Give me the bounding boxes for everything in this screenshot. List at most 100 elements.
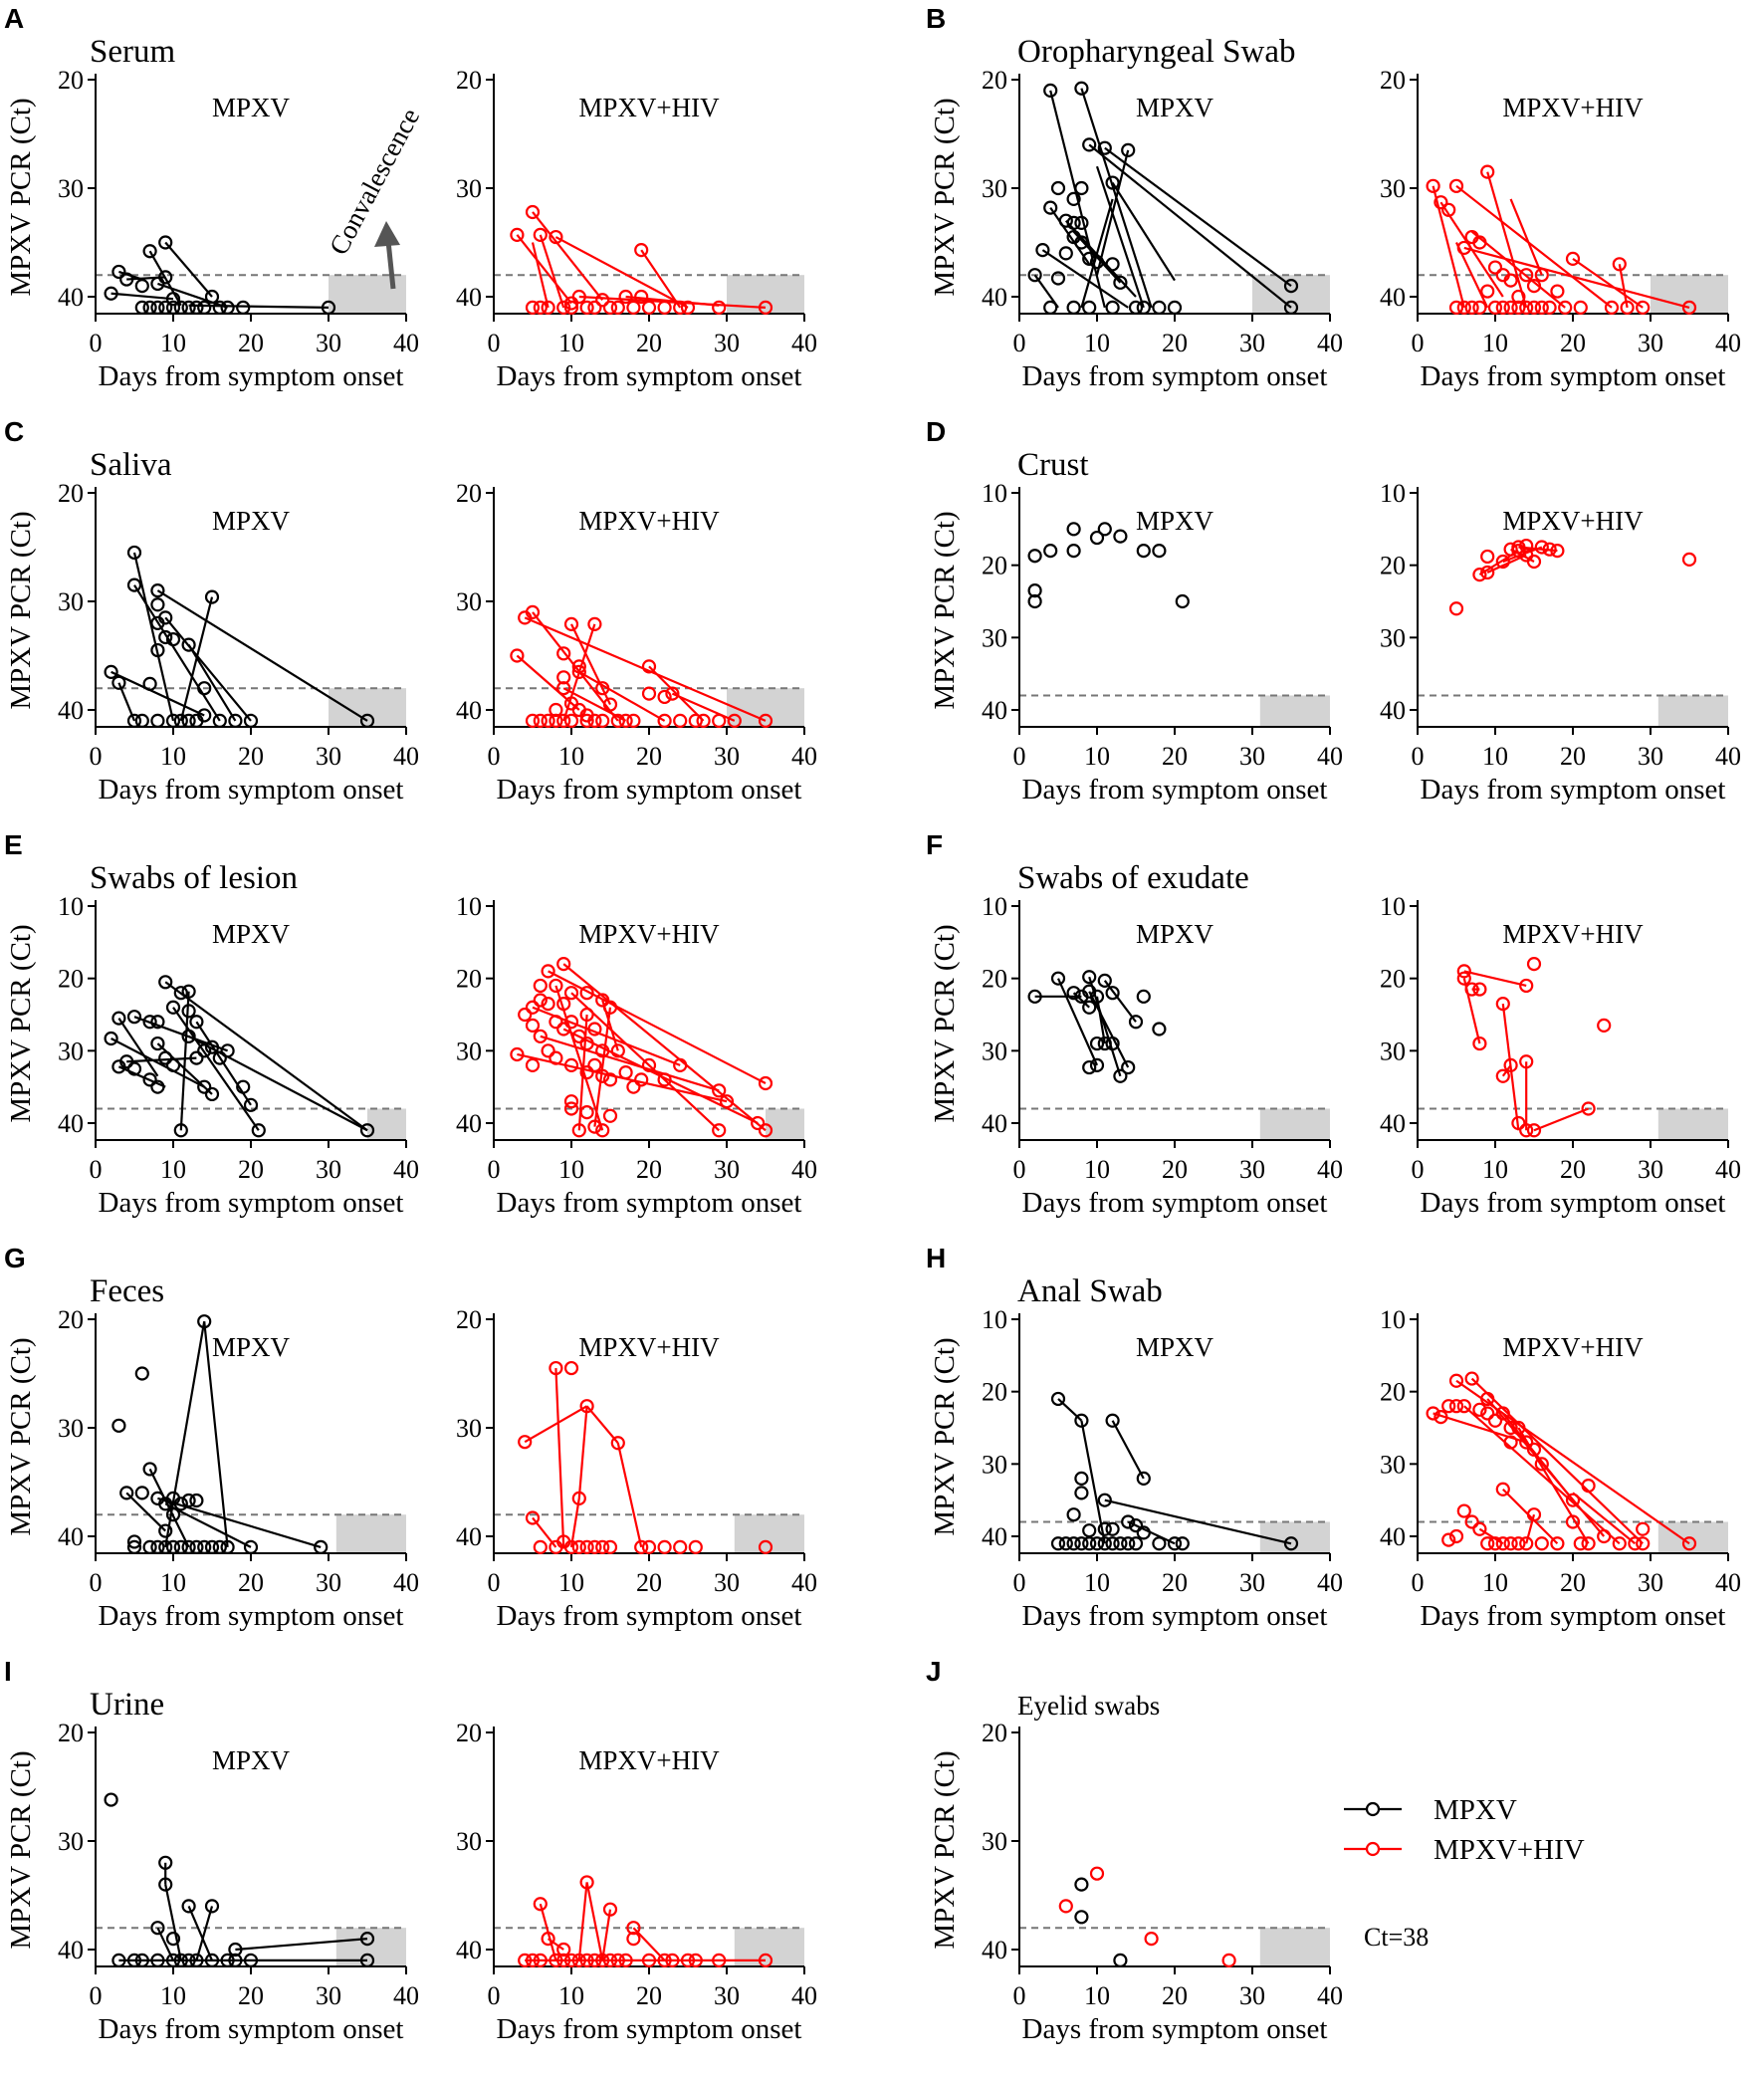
x-axis-label: Days from symptom onset (99, 774, 404, 806)
x-axis-label: Days from symptom onset (497, 2013, 802, 2045)
data-point (1089, 1866, 1105, 1881)
data-point (1487, 260, 1503, 275)
data-point (134, 1486, 149, 1500)
y-tick-label: 30 (456, 1414, 482, 1443)
x-tick-label: 10 (160, 742, 186, 771)
y-tick-label: 30 (982, 623, 1007, 652)
data-point (1066, 1536, 1081, 1551)
data-point (1495, 554, 1510, 570)
series-line (125, 1492, 166, 1532)
y-tick-label: 40 (982, 1936, 1007, 1964)
data-point (243, 1539, 259, 1555)
group-label: MPXV+HIV (578, 93, 720, 122)
x-tick-label: 0 (1013, 1981, 1026, 2010)
data-point (533, 993, 548, 1008)
series-line (1572, 1492, 1637, 1545)
data-point (1441, 1532, 1456, 1547)
data-point (158, 975, 173, 990)
data-point (1050, 1536, 1066, 1551)
data-point (673, 300, 688, 315)
series-line (585, 1882, 604, 1961)
x-tick-label: 20 (238, 1981, 264, 2010)
data-point (1121, 1059, 1136, 1075)
data-point (712, 1953, 727, 1968)
data-point (1511, 289, 1526, 305)
data-point (173, 713, 188, 729)
data-point (1066, 522, 1081, 537)
data-point (181, 637, 196, 652)
data-point (618, 1065, 633, 1080)
y-tick-label: 40 (58, 696, 84, 725)
data-point (1448, 1373, 1464, 1388)
y-tick-label: 40 (982, 696, 1007, 725)
series-line (1111, 181, 1176, 282)
data-point (1480, 1391, 1495, 1407)
data-point (563, 1360, 579, 1376)
data-point (1581, 1536, 1596, 1551)
data-point (150, 713, 165, 729)
x-axis-label: Days from symptom onset (497, 1600, 802, 1632)
data-point (1519, 1536, 1534, 1551)
convalescence-region (367, 1108, 406, 1140)
data-point (1526, 554, 1542, 570)
data-point (533, 227, 548, 242)
x-tick-label: 30 (1638, 742, 1663, 771)
x-tick-label: 40 (1715, 1568, 1741, 1597)
series-line (540, 1035, 720, 1092)
data-point (549, 1015, 563, 1030)
x-tick-label: 30 (714, 1568, 740, 1597)
data-point (1503, 300, 1518, 315)
data-point (1066, 986, 1081, 1001)
y-axis-label: MPXV PCR (Ct) (5, 1337, 37, 1535)
data-point (142, 1015, 157, 1030)
data-point (111, 1011, 126, 1026)
data-point (1152, 300, 1167, 315)
data-point (579, 1036, 594, 1051)
data-point (1534, 1536, 1549, 1551)
y-tick-label: 20 (982, 66, 1007, 95)
panel-letter: G (4, 1243, 26, 1273)
data-point (1472, 1036, 1487, 1051)
y-tick-label: 40 (58, 1936, 84, 1964)
data-point (563, 300, 579, 315)
data-point (1472, 1521, 1487, 1536)
data-point (587, 1119, 602, 1134)
data-point (126, 1061, 142, 1076)
x-tick-label: 20 (636, 329, 662, 357)
data-point (518, 610, 533, 625)
series-line (172, 1007, 260, 1131)
data-point (1128, 1536, 1144, 1551)
data-point (1105, 986, 1120, 1001)
y-tick-label: 40 (1380, 283, 1406, 312)
data-point (1167, 1536, 1183, 1551)
convalescence-region (1651, 275, 1728, 314)
data-point (525, 204, 541, 220)
data-point (1526, 1442, 1542, 1457)
data-point (181, 1004, 196, 1019)
data-point (1066, 544, 1081, 559)
data-point (204, 289, 220, 305)
data-point (1121, 1514, 1136, 1529)
data-point (579, 1953, 594, 1968)
data-point (1526, 1507, 1542, 1522)
data-point (595, 1043, 610, 1058)
group-label: MPXV+HIV (1502, 919, 1644, 949)
x-tick-label: 40 (791, 1155, 817, 1184)
y-axis-label: MPXV PCR (Ct) (929, 1337, 961, 1535)
y-tick-label: 30 (456, 1827, 482, 1856)
x-tick-label: 0 (488, 1568, 501, 1597)
convalescence-region (727, 275, 804, 314)
y-tick-label: 30 (982, 1037, 1007, 1065)
legend-label: MPXV (1433, 1794, 1517, 1826)
data-point (142, 244, 157, 259)
data-point (712, 1083, 727, 1098)
data-point (173, 1497, 188, 1511)
data-point (126, 545, 142, 561)
x-tick-label: 30 (714, 1981, 740, 2010)
x-axis-label: Days from symptom onset (1421, 774, 1726, 806)
series-line (133, 1016, 228, 1052)
x-tick-label: 20 (1560, 329, 1586, 357)
data-point (626, 1931, 641, 1947)
data-point (751, 1115, 766, 1131)
